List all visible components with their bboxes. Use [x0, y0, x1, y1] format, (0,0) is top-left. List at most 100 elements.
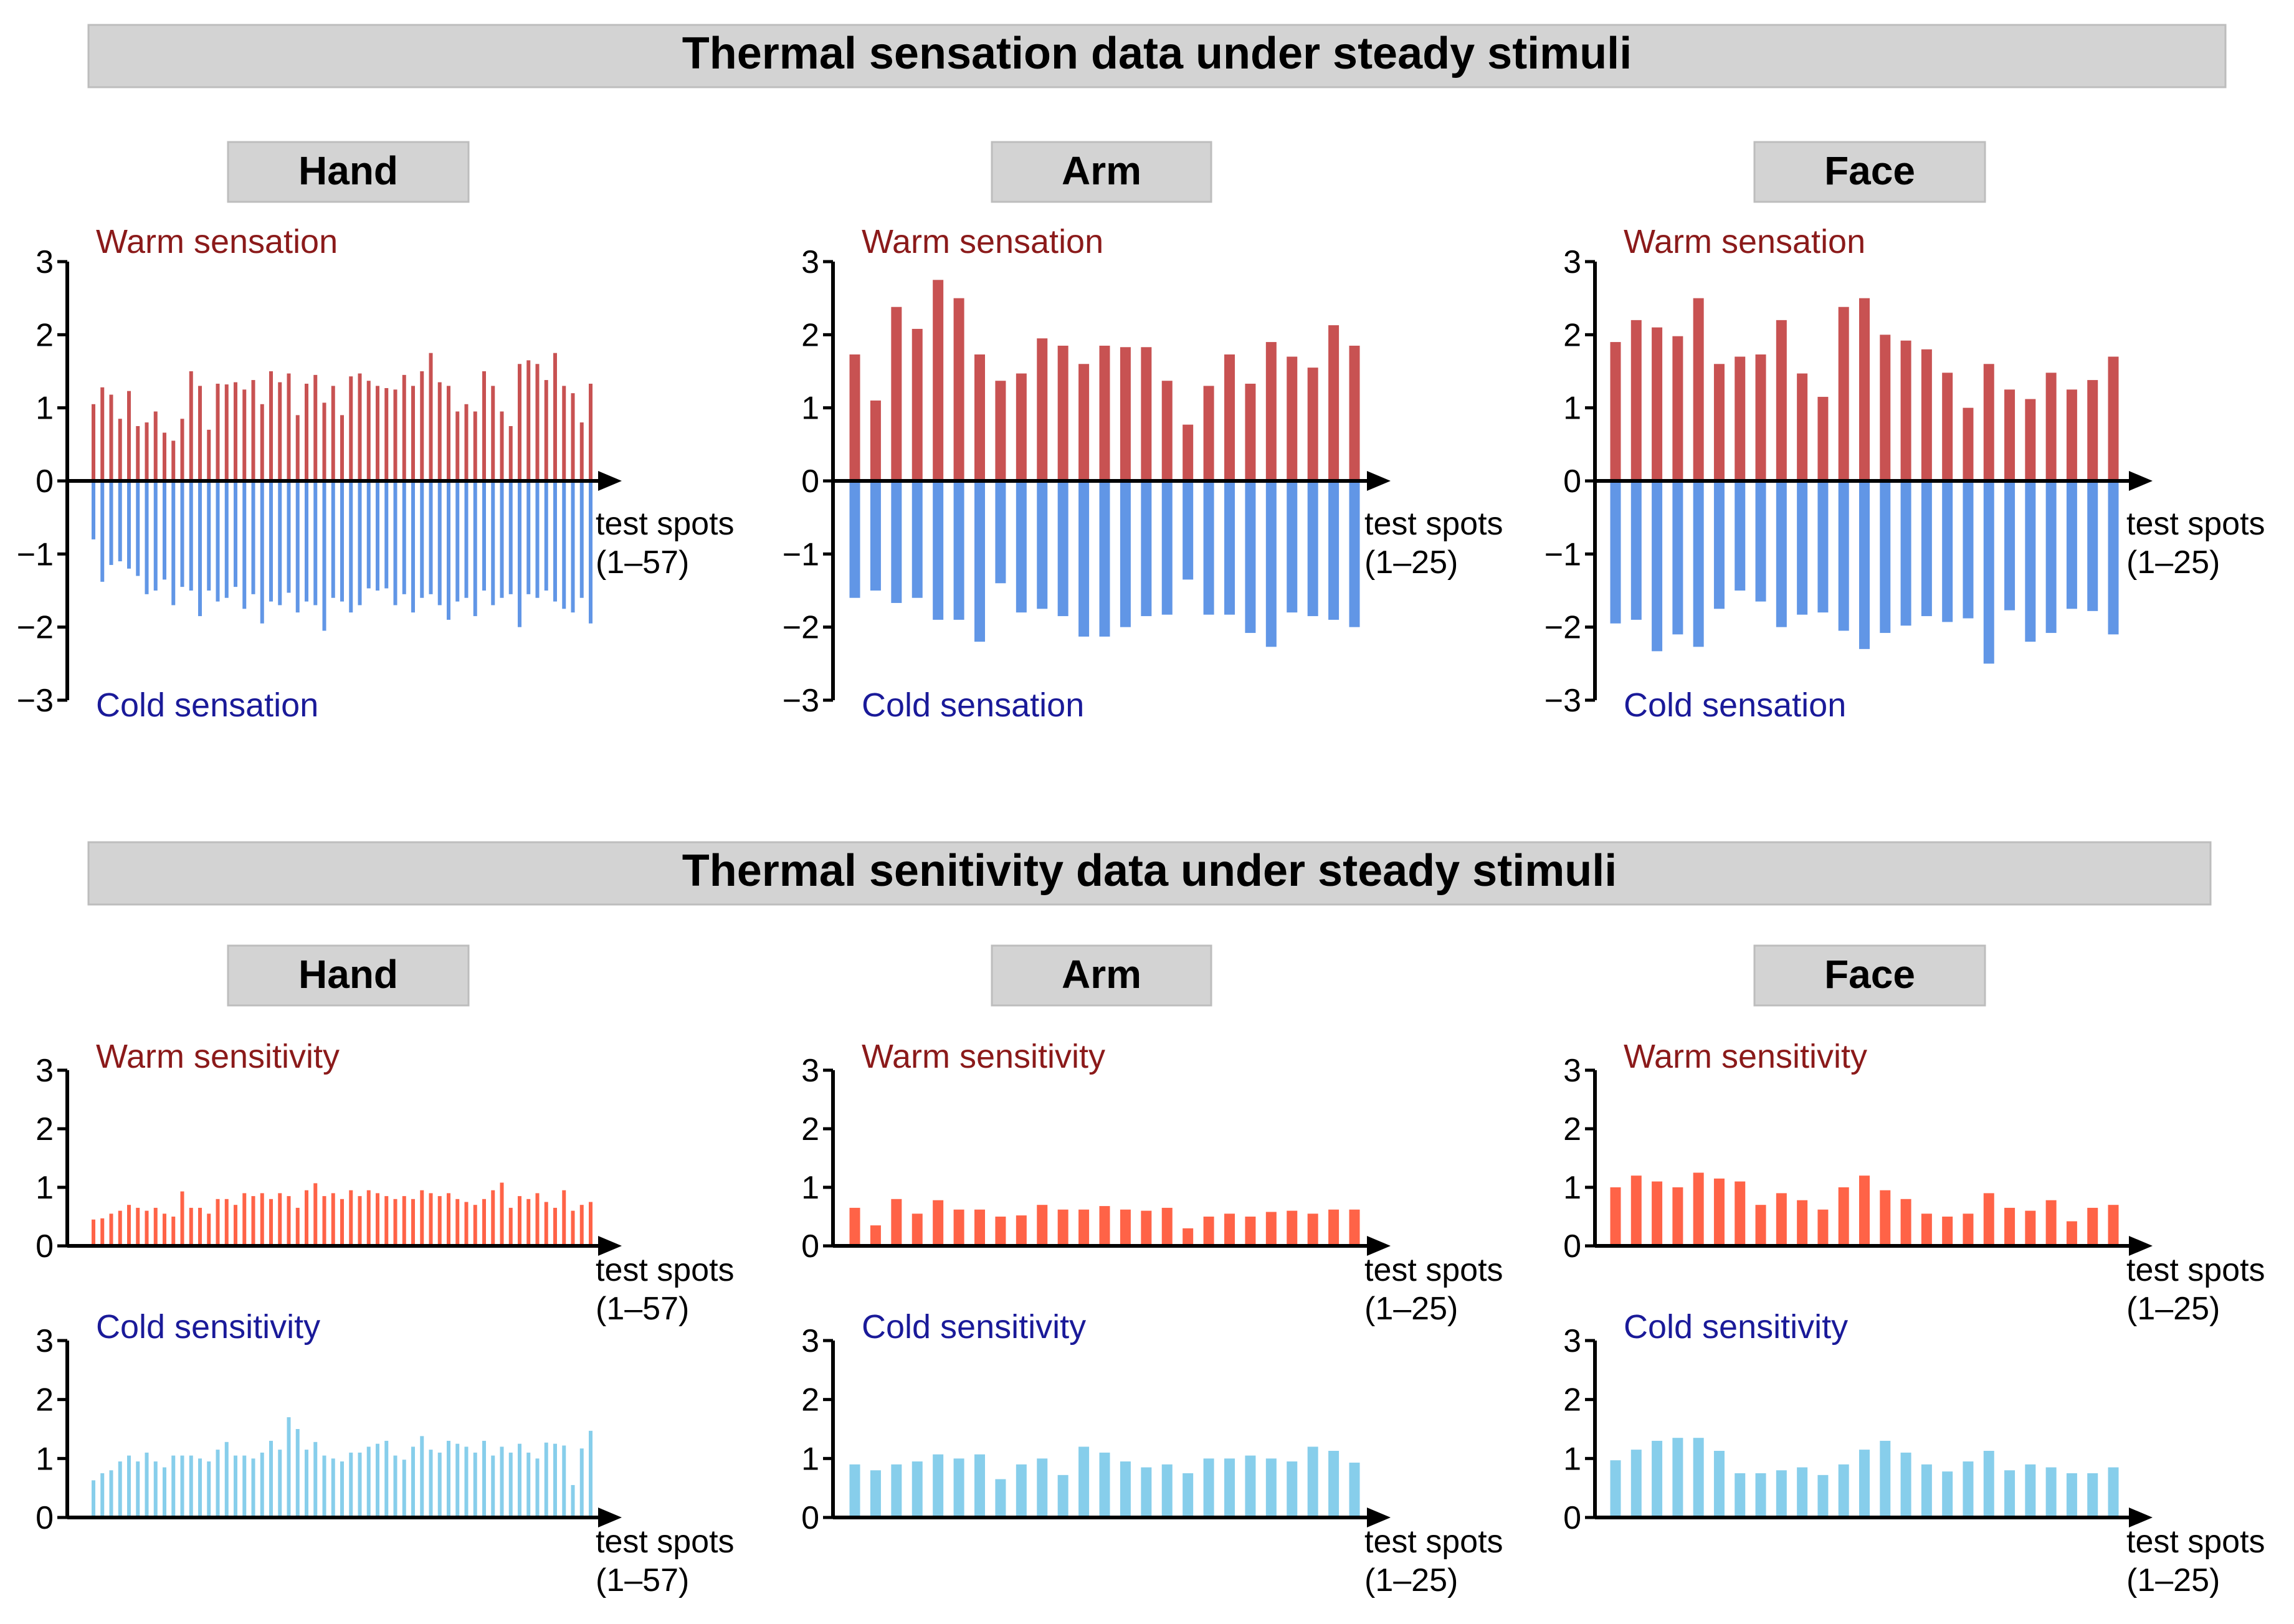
sensation-hand-cold-bar — [535, 481, 540, 598]
sensitivity-face-warm-warm-bar — [2004, 1207, 2016, 1246]
sensation-arm-warm-bar — [891, 306, 902, 481]
sensitivity-hand-cold-cold-bar — [305, 1450, 308, 1517]
sensation-hand-warm-bar — [136, 426, 140, 481]
sensation-face-cold-bar — [1735, 481, 1746, 591]
sensation-face-warm-bar — [1693, 298, 1704, 481]
sensitivity-arm-cold-cold-bar — [891, 1464, 902, 1517]
sensitivity-arm-warm-warm-bar — [1203, 1217, 1214, 1246]
sensation-hand-cold-bar — [198, 481, 202, 617]
sensation-hand-warm-bar — [340, 415, 344, 481]
sensation-hand-warm-bar — [437, 382, 442, 481]
sensation-hand-warm-bar — [171, 440, 176, 481]
sensation-hand-y-tick-label: 0 — [36, 463, 54, 500]
region-tab-label-arm: Arm — [1062, 148, 1141, 193]
sensitivity-hand-cold-cold-bar — [366, 1446, 371, 1517]
sensation-hand-warm-bar — [447, 386, 450, 481]
sensation-hand-x-axis-arrow — [598, 471, 622, 491]
sensitivity-hand-warm-warm-bar — [118, 1210, 122, 1246]
sensation-arm-cold-bar — [870, 481, 881, 591]
sensation-arm-cold-bar — [974, 481, 985, 642]
sensitivity-hand-cold-cold-bar — [313, 1441, 318, 1517]
sensitivity-arm-warm-warm-bar — [1349, 1209, 1360, 1246]
sensitivity-hand-warm-warm-bar — [313, 1183, 318, 1246]
sensation-hand-cold-bar — [526, 481, 531, 594]
sensation-face-warm-bar — [1859, 298, 1870, 481]
sensation-face-warm-bar — [1797, 373, 1808, 481]
sensation-hand-warm-bar — [216, 383, 220, 481]
sensation-hand-cold-bar — [500, 481, 504, 598]
sensitivity-arm-warm-x-label: test spots — [1364, 1252, 1503, 1288]
sensation-title: Thermal sensation data under steady stim… — [682, 29, 1632, 78]
sensitivity-face-warm-warm-bar — [1797, 1200, 1808, 1246]
sensation-hand-cold-bar — [491, 481, 495, 605]
sensitivity-face-cold-x-label-range: (1–25) — [2126, 1562, 2220, 1598]
sensation-arm-cold-bar — [1224, 481, 1235, 615]
sensation-hand-cold-bar — [207, 481, 211, 591]
sensation-hand-cold-bar — [429, 481, 433, 594]
sensation-arm-y-tick-label: 2 — [801, 317, 819, 353]
sensation-face-warm-bar — [1983, 364, 1994, 481]
sensation-arm-cold-bar — [1349, 481, 1360, 627]
sensitivity-hand-warm-warm-bar — [189, 1207, 193, 1246]
sensitivity-face-warm-warm-bar — [2045, 1200, 2057, 1246]
region-tab-face — [1753, 944, 1986, 1007]
sensation-face-warm-bar — [1817, 397, 1829, 481]
sensation-hand-warm-bar — [455, 411, 460, 481]
region-tab-label-face: Face — [1824, 952, 1915, 997]
sensitivity-hand-warm-chart: 0 1 2 3 test spots(1–57) Warm sensitivity — [36, 1038, 734, 1327]
sensitivity-hand-warm-warm-bar — [180, 1191, 184, 1246]
sensitivity-hand-warm-warm-bar — [349, 1190, 353, 1246]
sensitivity-arm-cold-cold-bar — [1141, 1467, 1152, 1517]
sensitivity-arm-warm-warm-bar — [1287, 1210, 1298, 1246]
sensitivity-hand-cold-cold-bar — [109, 1470, 113, 1517]
sensation-hand-warm-bar — [313, 374, 318, 481]
sensitivity-arm-warm-warm-bar — [1099, 1206, 1110, 1246]
sensitivity-hand-warm-warm-bar — [535, 1193, 540, 1246]
sensation-hand-cold-bar — [393, 481, 397, 605]
sensitivity-hand-cold-cold-bar — [127, 1455, 131, 1517]
sensitivity-face-cold-cold-bar — [1838, 1464, 1849, 1517]
sensitivity-arm-warm-warm-bar — [1245, 1217, 1256, 1246]
sensation-face-warm-bar — [1838, 306, 1849, 481]
sensitivity-face-cold-cold-bar — [2045, 1467, 2057, 1517]
sensation-arm-warm-label: Warm sensation — [862, 223, 1103, 260]
sensitivity-hand-cold-cold-bar — [234, 1455, 237, 1517]
sensation-face-warm-bar — [1630, 320, 1642, 481]
sensitivity-arm-cold-cold-bar — [995, 1479, 1006, 1517]
sensitivity-hand-warm-warm-bar — [526, 1199, 531, 1246]
sensation-face-cold-bar — [1713, 481, 1725, 609]
sensation-hand-warm-bar — [242, 389, 247, 481]
sensitivity-hand-warm-warm-bar — [384, 1196, 389, 1246]
sensation-hand-cold-bar — [518, 481, 521, 627]
sensitivity-hand-cold-cold-bar — [447, 1440, 450, 1517]
sensitivity-arm-warm-warm-bar — [849, 1207, 860, 1246]
sensitivity-arm-warm-warm-bar — [1183, 1228, 1194, 1246]
sensitivity-arm-cold-y-tick-label: 2 — [801, 1382, 819, 1418]
sensation-hand-warm-bar — [518, 364, 521, 481]
sensitivity-hand-warm-warm-bar — [340, 1199, 344, 1246]
sensitivity-arm-cold-cold-bar — [1287, 1461, 1298, 1517]
sensation-hand-warm-bar — [198, 386, 202, 481]
sensitivity-hand-warm-y-tick-label: 3 — [36, 1053, 54, 1089]
sensitivity-arm-warm-warm-bar — [933, 1200, 944, 1246]
sensitivity-hand-cold-cold-bar — [535, 1458, 540, 1517]
sensitivity-hand-warm-warm-bar — [562, 1190, 566, 1246]
sensitivity-arm-warm-warm-bar — [1016, 1215, 1027, 1246]
sensitivity-arm-cold-cold-bar — [1057, 1474, 1068, 1517]
sensitivity-face-cold-cold-bar — [2004, 1470, 2016, 1517]
sensation-face-cold-bar — [2066, 481, 2077, 609]
sensation-hand-warm-bar — [376, 386, 379, 481]
sensitivity-arm-cold-label: Cold sensitivity — [862, 1308, 1086, 1346]
sensation-arm-warm-bar — [870, 400, 881, 481]
sensitivity-hand-warm-warm-bar — [331, 1193, 335, 1246]
sensation-hand-cold-bar — [216, 481, 220, 602]
sensation-arm-cold-bar — [1099, 481, 1110, 637]
sensitivity-arm-warm-warm-bar — [1057, 1209, 1068, 1246]
sensitivity-face-cold-cold-bar — [1755, 1473, 1766, 1517]
sensation-hand-cold-bar — [269, 481, 273, 602]
sensitivity-face-warm-warm-bar — [1672, 1187, 1683, 1246]
sensitivity-hand-cold-cold-bar — [429, 1450, 433, 1517]
sensation-face-chart: −3 −2 −1 0 1 2 3 test spots(1–25) Warm sensation… — [1544, 223, 2265, 724]
